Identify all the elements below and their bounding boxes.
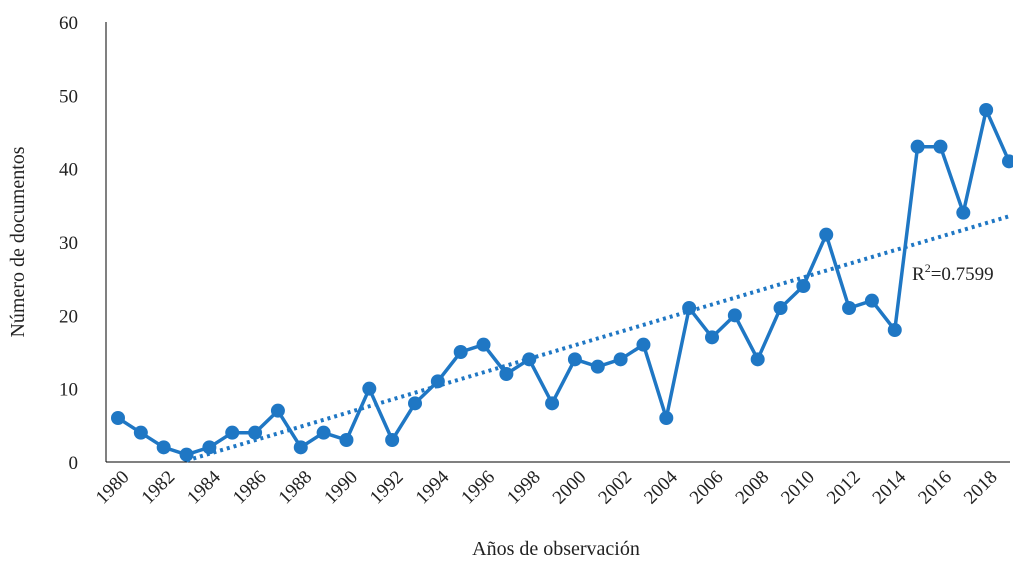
- x-tick-label: 2014: [869, 466, 911, 508]
- x-tick-label: 1982: [138, 467, 180, 509]
- data-point: [842, 301, 857, 315]
- x-tick-label: 2000: [549, 467, 591, 509]
- data-point: [339, 433, 354, 447]
- x-tick-label: 2006: [686, 467, 728, 509]
- y-tick-label: 0: [69, 453, 79, 474]
- data-point: [385, 433, 400, 447]
- x-tick-label: 1994: [412, 466, 454, 508]
- data-points: [111, 103, 1013, 462]
- data-point: [613, 352, 628, 367]
- x-axis-title: Años de observación: [472, 538, 640, 560]
- x-tick-label: 1986: [229, 467, 271, 509]
- x-tick-labels: 1980 1982 1984 1986 1988 1990 1992 1994 1996 1998…: [92, 466, 1002, 508]
- x-tick-label: 1988: [275, 467, 317, 509]
- data-point: [956, 205, 971, 220]
- x-tick-label: 2010: [777, 467, 819, 509]
- x-tick-label: 1998: [503, 467, 545, 509]
- data-point: [887, 323, 902, 337]
- trendline: [185, 214, 1010, 463]
- x-tick-label: 1984: [183, 466, 225, 508]
- x-tick-label: 1990: [320, 467, 362, 509]
- r2-superscript: 2: [925, 261, 931, 275]
- x-tick-label: 1996: [457, 467, 499, 509]
- series-line: [117, 104, 1011, 457]
- y-tick-label: 10: [59, 380, 78, 401]
- data-point: [362, 381, 377, 396]
- y-tick-label: 60: [59, 13, 78, 34]
- data-point: [796, 279, 811, 293]
- data-point: [453, 345, 468, 359]
- data-point: [819, 227, 834, 242]
- data-point: [545, 396, 560, 411]
- data-point: [293, 440, 308, 455]
- data-point: [567, 352, 582, 367]
- data-point: [316, 425, 331, 440]
- data-point: [270, 403, 285, 418]
- data-point: [750, 352, 765, 367]
- y-tick-label: 20: [59, 306, 78, 327]
- y-tick-label: 30: [59, 233, 78, 254]
- r2-value: =0.7599: [931, 264, 994, 285]
- data-point: [727, 308, 742, 323]
- data-point: [590, 359, 605, 374]
- data-point: [225, 425, 240, 440]
- data-point: [659, 411, 674, 425]
- data-point: [910, 139, 925, 154]
- x-tick-label: 2004: [640, 466, 682, 508]
- data-point: [476, 337, 491, 352]
- data-point: [933, 139, 948, 154]
- y-tick-label: 50: [59, 86, 78, 107]
- data-point: [636, 337, 651, 352]
- data-point: [499, 367, 514, 381]
- x-tick-label: 1980: [92, 467, 134, 509]
- data-point: [133, 425, 148, 440]
- y-tick-label: 40: [59, 160, 78, 181]
- r2-base: R: [912, 264, 925, 285]
- data-point: [682, 301, 697, 315]
- data-point: [248, 425, 263, 440]
- y-axis-title: Número de documentos: [7, 146, 29, 337]
- x-tick-label: 2018: [960, 467, 1002, 509]
- r-squared-label: R2=0.7599: [912, 261, 994, 285]
- data-point: [773, 301, 788, 315]
- data-point: [156, 440, 171, 455]
- data-point: [705, 330, 719, 345]
- data-point: [979, 103, 994, 117]
- x-tick-label: 2002: [594, 467, 636, 509]
- data-point: [864, 293, 879, 308]
- x-tick-label: 2008: [732, 467, 774, 509]
- x-tick-label: 1992: [366, 467, 408, 509]
- data-point: [202, 440, 217, 455]
- data-point: [179, 447, 194, 462]
- data-point: [1002, 154, 1013, 169]
- data-point: [430, 374, 445, 389]
- x-tick-label: 2012: [823, 467, 865, 509]
- data-point: [111, 411, 125, 425]
- data-point: [522, 352, 537, 367]
- data-point: [408, 396, 422, 411]
- y-tick-labels: 0 10 20 30 40 50 60: [59, 13, 78, 474]
- x-tick-label: 2016: [914, 467, 956, 509]
